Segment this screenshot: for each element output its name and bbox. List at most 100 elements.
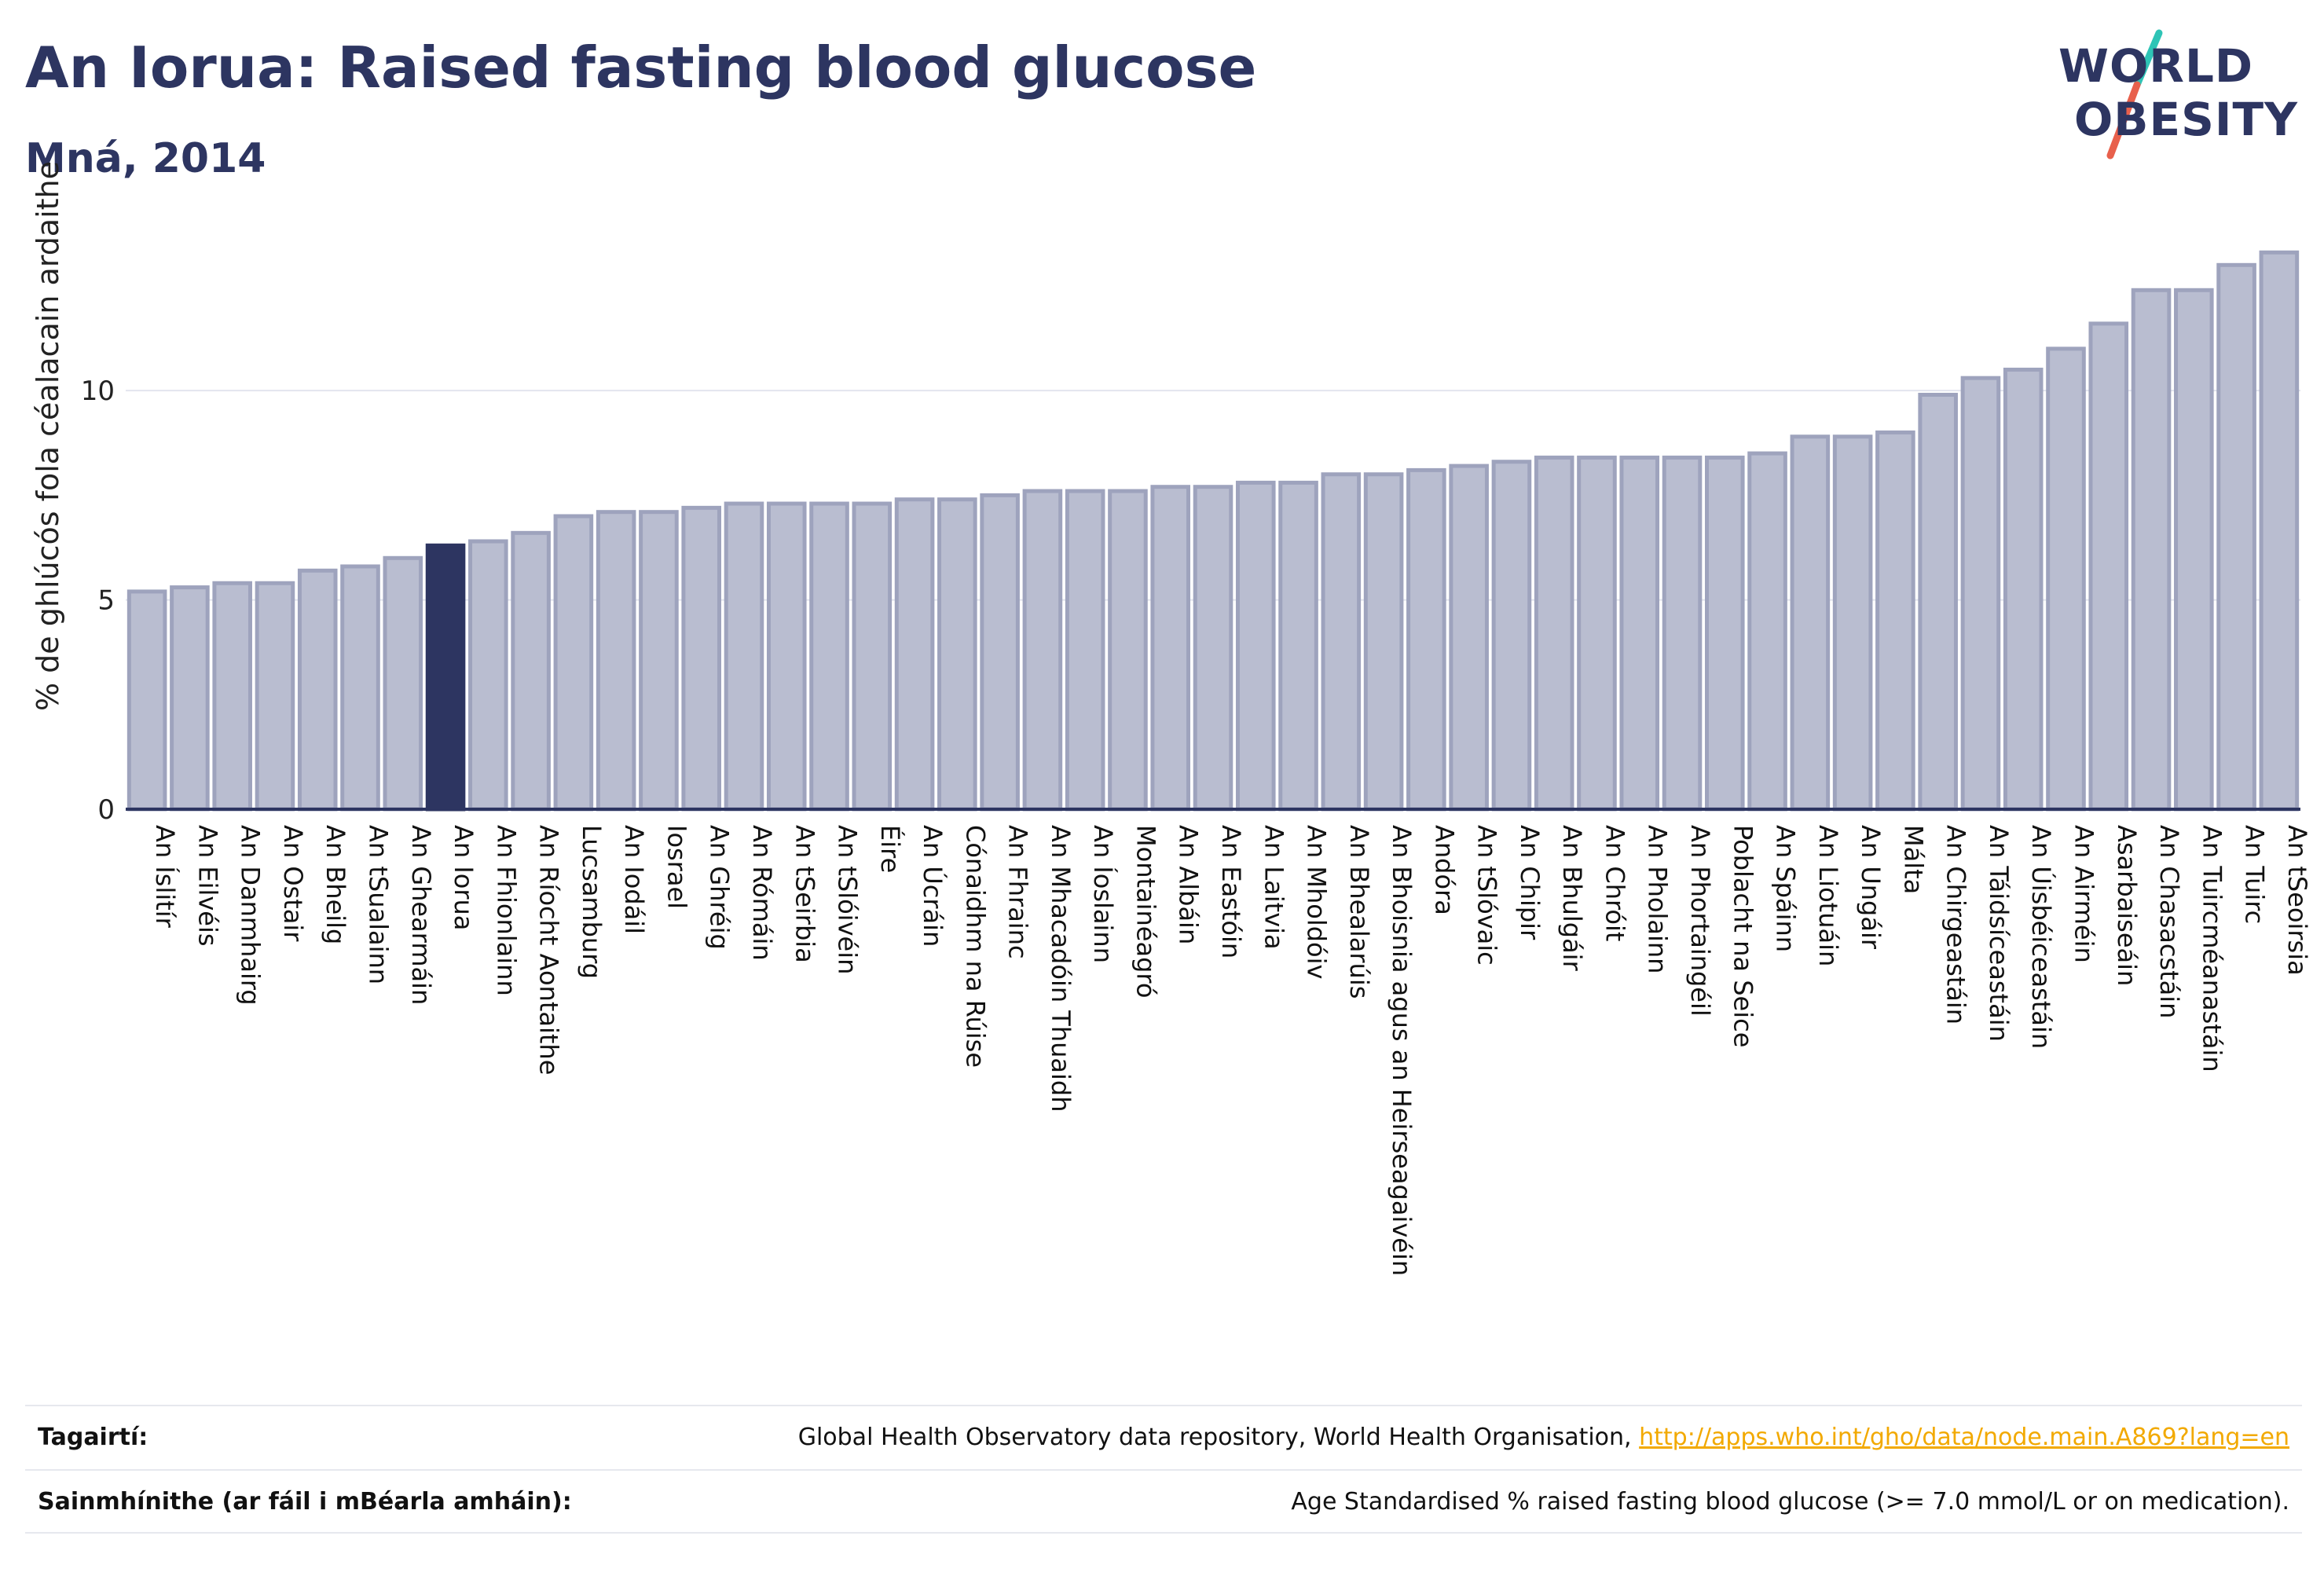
bar-10 xyxy=(511,530,551,812)
x-tick-label: Poblacht na Seice xyxy=(1728,825,1758,1047)
references-text: Global Health Observatory data repositor… xyxy=(797,1424,1632,1451)
bar-21 xyxy=(980,493,1020,812)
footer-definitions-row: Sainmhínithe (ar fáil i mBéarla amháin):… xyxy=(25,1469,2302,1534)
x-tick-label: An Tuircméanastáin xyxy=(2197,825,2227,1072)
bar-22 xyxy=(1022,489,1063,812)
footer-divider xyxy=(25,1532,2302,1534)
bar-13 xyxy=(639,510,679,812)
x-tick-label: An Chasacstáin xyxy=(2154,825,2184,1018)
bar-26 xyxy=(1193,485,1233,812)
x-tick-label: Andóra xyxy=(1429,825,1459,915)
x-tick-label: An Mholdóiv xyxy=(1302,825,1332,979)
bar-47 xyxy=(2088,321,2129,812)
x-tick-label: An Chróit xyxy=(1600,825,1629,941)
chart-subtitle: Mná, 2014 xyxy=(25,135,266,182)
bar-4 xyxy=(255,581,295,812)
bar-42 xyxy=(1875,430,1915,812)
x-tick-label: An Tuirc xyxy=(2240,825,2270,924)
x-tick-label: An Bheilg xyxy=(321,825,350,944)
x-tick-label: An tSeirbia xyxy=(790,825,819,963)
bar-38 xyxy=(1704,455,1745,812)
references-link[interactable]: http://apps.who.int/gho/data/node.main.A… xyxy=(1639,1424,2289,1451)
y-axis-title: % de ghlúcós fola céalacain ardaithe xyxy=(31,161,65,711)
footer-references-row: Tagairtí: Global Health Observatory data… xyxy=(25,1405,2302,1469)
x-tick-label: An Ghearmáin xyxy=(406,825,436,1005)
bar-34 xyxy=(1534,455,1574,812)
x-tick-label: An Úisbéiceastáin xyxy=(2026,825,2057,1049)
x-tick-label: An Bhulgáir xyxy=(1557,825,1587,972)
logo-text-obesity: OBESITY xyxy=(2074,93,2299,146)
x-tick-label: An Danmhairg xyxy=(236,825,266,1006)
x-tick-label: An Mhacadóin Thuaidh xyxy=(1046,825,1076,1112)
bar-30 xyxy=(1363,472,1404,812)
x-tick-label: An tSlóivéin xyxy=(833,825,863,974)
bar-15 xyxy=(724,501,764,812)
x-tick-label: Éire xyxy=(875,825,905,873)
x-tick-label: An Fhionlainn xyxy=(491,825,521,996)
x-tick-label: Montainéagró xyxy=(1131,825,1160,998)
bar-51 xyxy=(2259,250,2300,812)
bar-43 xyxy=(1918,392,1958,812)
bar-41 xyxy=(1832,434,1873,812)
world-obesity-logo: WORLD OBESITY xyxy=(2043,24,2310,165)
bar-17 xyxy=(809,501,849,812)
bar-14 xyxy=(681,505,722,812)
x-tick-label: An Ostair xyxy=(278,825,308,942)
references-value: Global Health Observatory data repositor… xyxy=(798,1424,2289,1451)
x-tick-label: Cónaidhm na Rúise xyxy=(960,825,990,1068)
x-tick-label: An tSeoirsia xyxy=(2282,825,2312,976)
bar-chart: 0 5 10 % de ghlúcós fola céalacain ardaithe… xyxy=(31,161,2312,1276)
x-tick-label: An Bhoisnia agus an Heirseagaivéin xyxy=(1387,825,1417,1276)
bar-19 xyxy=(894,497,935,812)
x-tick-label: An Ríocht Aontaithe xyxy=(534,825,564,1075)
x-tick-label: Iosrael xyxy=(662,825,691,909)
bar-23 xyxy=(1065,489,1105,812)
x-tick-label: An Spáinn xyxy=(1771,825,1801,952)
x-tick-label: An Airméin xyxy=(2069,825,2099,963)
bar-46 xyxy=(2046,346,2086,812)
bar-32 xyxy=(1449,464,1489,812)
y-tick-label: 10 xyxy=(81,376,115,407)
bar-50 xyxy=(2216,262,2256,812)
chart-title: An Iorua: Raised fasting blood glucose xyxy=(25,35,1257,101)
y-tick-label: 0 xyxy=(97,794,115,826)
x-tick-label: An Iorua xyxy=(449,825,478,930)
bar-27 xyxy=(1235,480,1276,812)
bar-5 xyxy=(297,568,338,812)
bar-6 xyxy=(340,564,380,812)
bar-44 xyxy=(1960,376,2001,812)
bar-48 xyxy=(2131,288,2172,812)
x-tick-label: An Ghréig xyxy=(705,825,735,950)
bar-39 xyxy=(1747,451,1787,812)
x-tick-label: An Chipir xyxy=(1515,825,1545,940)
bar-36 xyxy=(1619,455,1660,812)
x-tick-label: An Ungáir xyxy=(1856,825,1886,950)
x-tick-label: Lucsamburg xyxy=(577,825,607,979)
x-tick-label: An Úcráin xyxy=(918,825,948,947)
x-tick-label: An Bhealarúis xyxy=(1344,825,1374,999)
x-tick-label: An Phortaingéil xyxy=(1685,825,1715,1017)
x-tick-label: An Albáin xyxy=(1174,825,1204,944)
x-tick-label: An Iodáil xyxy=(619,825,649,934)
logo-slash-icon xyxy=(2106,29,2163,159)
bar-31 xyxy=(1406,467,1446,812)
bar-12 xyxy=(596,510,636,812)
bar-9 xyxy=(468,539,508,812)
bar-2 xyxy=(170,585,210,812)
x-tick-label: An Íoslainn xyxy=(1088,825,1118,963)
bar-24 xyxy=(1108,489,1148,812)
x-tick-label: An Laitvia xyxy=(1259,825,1288,950)
bar-8 xyxy=(425,543,466,812)
bar-25 xyxy=(1150,485,1191,812)
x-tick-label: An Eastóin xyxy=(1216,825,1246,958)
x-tick-label: An tSualainn xyxy=(364,825,394,984)
definitions-value: Age Standardised % raised fasting blood … xyxy=(1291,1488,2289,1516)
bar-40 xyxy=(1790,434,1831,812)
y-tick-label: 5 xyxy=(97,585,115,617)
bar-16 xyxy=(766,501,807,812)
x-tick-label: An Íslitír xyxy=(150,825,180,929)
bar-7 xyxy=(383,555,423,812)
x-tick-label: An Fhrainc xyxy=(1003,825,1033,959)
x-tick-label: Málta xyxy=(1898,825,1928,894)
bar-28 xyxy=(1278,480,1318,812)
